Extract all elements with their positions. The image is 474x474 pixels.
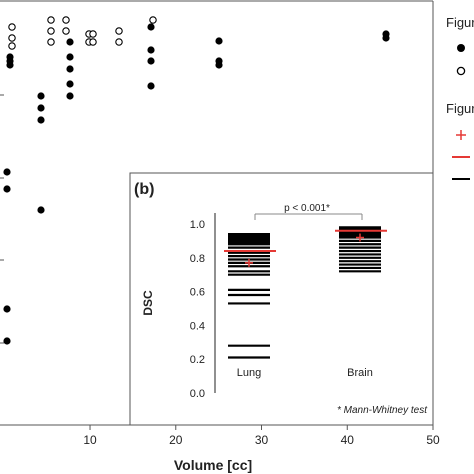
open-point — [47, 16, 55, 24]
open-point — [115, 38, 123, 46]
inset-dsc-lines — [224, 226, 387, 359]
open-point — [8, 42, 16, 50]
open-point — [47, 27, 55, 35]
x-tick-label: 30 — [255, 433, 269, 447]
inset-y-axis-title: DSC — [141, 290, 155, 316]
filled-point — [3, 305, 11, 313]
filled-point — [147, 23, 155, 31]
filled-point — [37, 206, 45, 214]
filled-point — [147, 82, 155, 90]
open-point — [8, 34, 16, 42]
open-point — [62, 27, 70, 35]
legend-red-plus-marker — [456, 130, 466, 140]
significance-bracket — [254, 213, 363, 220]
inset-y-tick-labels: 0.0 0.2 0.4 0.6 0.8 1.0 — [190, 219, 205, 400]
filled-point — [66, 65, 74, 73]
x-axis-ticks — [89, 425, 434, 430]
x-axis-tick-labels: 10 20 30 40 50 — [83, 433, 440, 447]
filled-point — [382, 34, 390, 42]
open-point — [8, 23, 16, 31]
legend-group-1-heading: Figur — [446, 15, 474, 30]
inset-y-tick-label: 0.0 — [190, 388, 205, 400]
legend-group-2-heading: Figur — [446, 101, 474, 116]
filled-point — [66, 38, 74, 46]
x-axis-title: Volume [cc] — [174, 457, 252, 473]
scatter-points — [3, 16, 390, 345]
open-point — [149, 16, 157, 24]
x-tick-label: 40 — [341, 433, 355, 447]
inset-y-tick-label: 0.8 — [190, 253, 205, 265]
filled-point — [37, 104, 45, 112]
filled-point — [66, 80, 74, 88]
filled-point — [37, 116, 45, 124]
category-label: Brain — [347, 367, 373, 379]
filled-point — [147, 46, 155, 54]
inset-category-labels: Lung Brain — [237, 367, 373, 379]
filled-point — [66, 53, 74, 61]
inset-y-tick-label: 1.0 — [190, 219, 205, 231]
filled-point — [66, 92, 74, 100]
filled-point — [3, 337, 11, 345]
open-point — [89, 30, 97, 38]
filled-point — [215, 61, 223, 69]
open-point — [47, 38, 55, 46]
filled-point — [147, 57, 155, 65]
y-axis-tick-stubs — [0, 0, 4, 426]
filled-point — [37, 92, 45, 100]
inset-y-tick-label: 0.6 — [190, 287, 205, 299]
x-tick-label: 10 — [83, 433, 97, 447]
inset-y-tick-label: 0.2 — [190, 354, 205, 366]
category-label: Lung — [237, 367, 261, 379]
open-point — [115, 27, 123, 35]
filled-point — [6, 61, 14, 69]
legend: Figur Figur — [446, 15, 474, 180]
open-point — [89, 38, 97, 46]
inset-panel: (b) 0.0 0.2 0.4 0.6 0.8 1.0 DSC Lung Brain p <… — [129, 172, 434, 426]
filled-point — [215, 37, 223, 45]
inset-frame — [129, 172, 434, 426]
inset-panel-label: (b) — [134, 181, 154, 198]
legend-open-marker — [456, 66, 466, 76]
filled-point — [3, 168, 11, 176]
x-tick-label: 50 — [426, 433, 440, 447]
open-point — [62, 16, 70, 24]
inset-y-tick-label: 0.4 — [190, 320, 205, 332]
significance-annotation: p < 0.001* — [284, 203, 330, 214]
filled-point — [3, 185, 11, 193]
x-tick-label: 20 — [169, 433, 183, 447]
legend-filled-marker — [457, 44, 465, 52]
inset-footnote: * Mann-Whitney test — [337, 405, 428, 416]
